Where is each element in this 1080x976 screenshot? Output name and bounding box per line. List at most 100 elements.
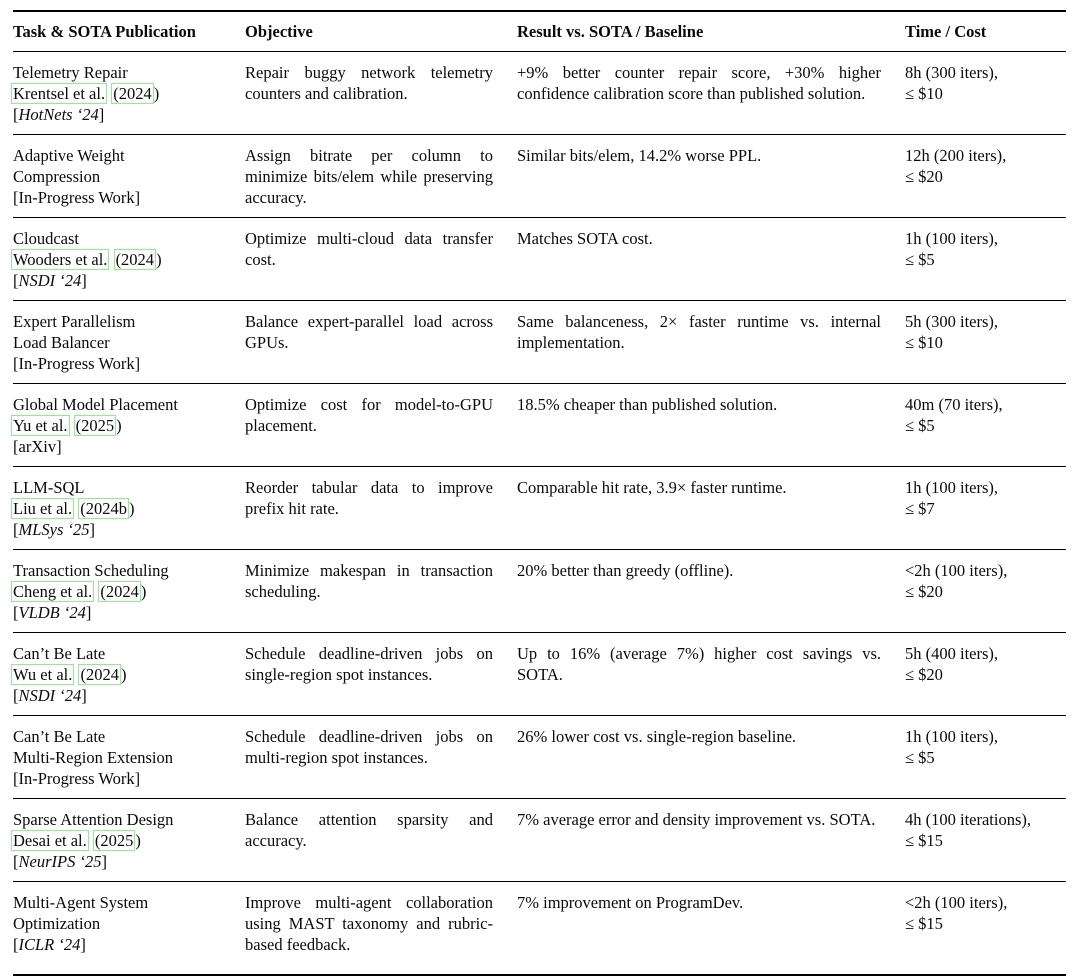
time-cost-cell: <2h (100 iters), ≤ $20 bbox=[905, 549, 1066, 633]
header-result: Result vs. SOTA / Baseline bbox=[517, 11, 905, 52]
table-row: Sparse Attention Design Desai et al. (202… bbox=[11, 798, 1066, 882]
time-value: 1h (100 iters), bbox=[905, 727, 999, 746]
venue-line: [HotNets ‘24] bbox=[13, 104, 221, 125]
task-title-line: Adaptive Weight bbox=[13, 146, 125, 165]
citation-year-link[interactable]: (2024 bbox=[98, 581, 141, 602]
citation-author-link[interactable]: Liu et al. bbox=[11, 498, 75, 519]
task-title-line: LLM-SQL bbox=[13, 478, 85, 497]
header-objective: Objective bbox=[245, 11, 517, 52]
venue-label: MLSys ‘25 bbox=[18, 520, 90, 539]
table-body: Telemetry Repair Krentsel et al. (2024) [H… bbox=[11, 52, 1066, 975]
venue-bracket-open: [ bbox=[13, 603, 19, 622]
venue-bracket-open: [ bbox=[13, 520, 19, 539]
citation-year-link[interactable]: (2024 bbox=[78, 664, 121, 685]
venue-line: [NSDI ‘24] bbox=[13, 270, 221, 291]
citation-close-paren: ) bbox=[140, 582, 147, 601]
result-cell: +9% better counter repair score, +30% hi… bbox=[517, 63, 881, 103]
citation-close-paren: ) bbox=[156, 250, 162, 269]
objective-cell: Improve multi-agent collaboration using … bbox=[245, 881, 517, 975]
task-title-line: Cloudcast bbox=[13, 229, 79, 248]
citation-author-link[interactable]: Desai et al. bbox=[11, 830, 89, 851]
citation-year-link[interactable]: (2025 bbox=[73, 415, 117, 436]
citation-author-link[interactable]: Cheng et al. bbox=[11, 581, 95, 602]
task-cell: Multi-Agent System Optimization [ICLR ‘24] bbox=[13, 881, 245, 975]
venue-bracket-open: [ bbox=[13, 852, 19, 871]
task-title-line: Can’t Be Late bbox=[13, 644, 106, 663]
citation-line: Wu et al. (2024) bbox=[11, 664, 221, 685]
objective-cell: Assign bitrate per column to minimize bi… bbox=[245, 134, 517, 218]
venue-bracket-open: [ bbox=[13, 354, 19, 373]
result-cell: Comparable hit rate, 3.9× faster runtime… bbox=[517, 466, 905, 550]
citation-line: Liu et al. (2024b) bbox=[11, 498, 221, 519]
result-cell: 26% lower cost vs. single-region baselin… bbox=[517, 715, 905, 799]
time-value: 5h (400 iters), bbox=[905, 644, 999, 663]
task-title: Expert Parallelism Load Balancer bbox=[13, 311, 221, 353]
time-value: 8h (300 iters), bbox=[905, 63, 999, 82]
task-cell: Global Model Placement Yu et al. (2025) [a… bbox=[11, 383, 245, 467]
citation-year-link[interactable]: (2024 bbox=[113, 249, 157, 270]
citation-line: Krentsel et al. (2024) bbox=[11, 83, 221, 104]
time-cost-cell: 1h (100 iters), ≤ $5 bbox=[905, 217, 1066, 301]
table-row: LLM-SQL Liu et al. (2024b) [MLSys ‘25] Reor… bbox=[11, 466, 1066, 550]
task-title-line: Multi-Agent System bbox=[13, 893, 149, 912]
task-title-line: Sparse Attention Design bbox=[13, 810, 174, 829]
venue-bracket-close: ] bbox=[134, 769, 141, 788]
task-title-line: Telemetry Repair bbox=[13, 63, 128, 82]
venue-bracket-close: ] bbox=[56, 437, 62, 456]
table-row: Expert Parallelism Load Balancer [In-Progr… bbox=[13, 300, 1066, 384]
time-cost-cell: <2h (100 iters), ≤ $15 bbox=[905, 881, 1066, 975]
objective-cell: Repair buggy network telemetry counters … bbox=[245, 63, 493, 103]
task-title: Telemetry Repair bbox=[13, 62, 221, 83]
time-value: <2h (100 iters), bbox=[905, 561, 1008, 580]
table-row: Transaction Scheduling Cheng et al. (2024… bbox=[11, 549, 1066, 633]
citation-author-link[interactable]: Wu et al. bbox=[11, 664, 75, 685]
citation-year-link[interactable]: (2025 bbox=[92, 830, 136, 851]
venue-bracket-close: ] bbox=[80, 935, 86, 954]
citation-year-link[interactable]: (2024b bbox=[78, 498, 129, 519]
citation-author-link[interactable]: Wooders et al. bbox=[11, 249, 110, 270]
result-cell: Up to 16% (average 7%) higher cost savin… bbox=[517, 632, 905, 716]
citation-close-paren: ) bbox=[120, 665, 127, 684]
table-row: Cloudcast Wooders et al. (2024) [NSDI ‘24]… bbox=[11, 217, 1066, 301]
venue-bracket-open: [ bbox=[13, 686, 19, 705]
task-cell: Transaction Scheduling Cheng et al. (2024… bbox=[11, 549, 245, 633]
venue-line: [In-Progress Work] bbox=[13, 353, 221, 374]
time-cost-cell: 8h (300 iters), ≤ $10 bbox=[905, 52, 1066, 135]
venue-bracket-close: ] bbox=[134, 354, 141, 373]
citation-author-link[interactable]: Yu et al. bbox=[11, 415, 70, 436]
venue-bracket-open: [ bbox=[13, 188, 19, 207]
table-row: Telemetry Repair Krentsel et al. (2024) [H… bbox=[11, 52, 1066, 135]
venue-bracket-close: ] bbox=[89, 520, 96, 539]
table-row: Adaptive Weight Compression [In-Progress W… bbox=[13, 134, 1066, 218]
citation-year-link[interactable]: (2024 bbox=[111, 83, 154, 104]
table-row: Can’t Be Late Wu et al. (2024) [NSDI ‘24] S… bbox=[11, 632, 1066, 716]
venue-label: In-Progress Work bbox=[18, 188, 135, 207]
venue-line: [MLSys ‘25] bbox=[13, 519, 221, 540]
venue-label: NSDI ‘24 bbox=[18, 686, 82, 705]
citation-line: Wooders et al. (2024) bbox=[11, 249, 221, 270]
venue-bracket-close: ] bbox=[81, 271, 87, 290]
venue-label: In-Progress Work bbox=[18, 769, 135, 788]
objective-cell: Schedule deadline-driven jobs on single-… bbox=[245, 632, 517, 716]
table-row: Global Model Placement Yu et al. (2025) [a… bbox=[11, 383, 1066, 467]
venue-bracket-open: [ bbox=[13, 271, 19, 290]
time-value: 1h (100 iters), bbox=[905, 229, 999, 248]
time-cost-cell: 5h (400 iters), ≤ $20 bbox=[905, 632, 1066, 716]
objective-cell: Balance expert-parallel load across GPUs… bbox=[245, 300, 517, 384]
time-value: <2h (100 iters), bbox=[905, 893, 1008, 912]
task-title: Adaptive Weight Compression bbox=[13, 145, 221, 187]
task-title: Multi-Agent System Optimization bbox=[13, 892, 221, 934]
venue-label: VLDB ‘24 bbox=[18, 603, 86, 622]
cost-value: ≤ $5 bbox=[905, 748, 935, 767]
venue-line: [NeurIPS ‘25] bbox=[13, 851, 221, 872]
time-cost-cell: 12h (200 iters), ≤ $20 bbox=[905, 134, 1066, 218]
venue-line: [VLDB ‘24] bbox=[13, 602, 221, 623]
citation-author-link[interactable]: Krentsel et al. bbox=[11, 83, 108, 104]
header-task-publication: Task & SOTA Publication bbox=[13, 11, 245, 52]
task-title: Sparse Attention Design bbox=[13, 809, 221, 830]
table-header-row: Task & SOTA Publication Objective Result… bbox=[13, 11, 1066, 52]
time-cost-cell: 1h (100 iters), ≤ $5 bbox=[905, 715, 1066, 799]
venue-bracket-close: ] bbox=[98, 105, 105, 124]
time-value: 40m (70 iters), bbox=[905, 395, 1003, 414]
time-cost-cell: 40m (70 iters), ≤ $5 bbox=[905, 383, 1066, 467]
